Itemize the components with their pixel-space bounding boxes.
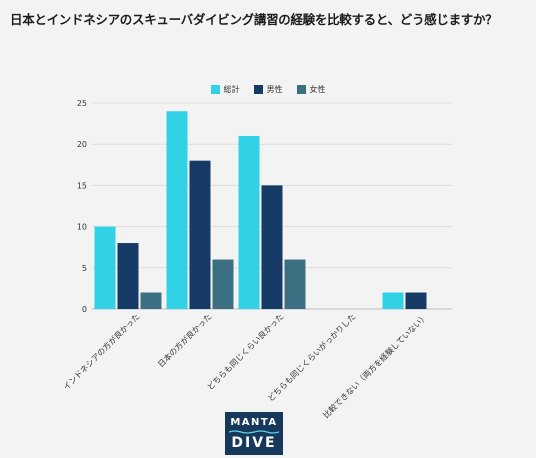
y-tick-label: 15 — [77, 181, 87, 190]
bar-total-4 — [382, 292, 404, 309]
x-category-label: どちらも同じくらいがっかりした — [265, 311, 357, 403]
legend-item-male: 男性 — [253, 84, 283, 95]
legend-label-male: 男性 — [266, 85, 283, 94]
bar-total-0 — [94, 226, 116, 309]
y-tick-label: 10 — [77, 223, 87, 232]
legend-swatch-female — [296, 85, 306, 94]
x-category-label: インドネシアの方が良かった — [61, 311, 142, 392]
logo-text-top: MANTA — [230, 416, 278, 428]
bar-male-2 — [261, 185, 283, 309]
chart-title: 日本とインドネシアのスキューバダイビング講習の経験を比較すると、どう感じますか？ — [10, 12, 498, 27]
manta-dive-logo: MANTA DIVE — [225, 412, 283, 455]
bar-total-2 — [238, 135, 260, 309]
logo-text-bottom: DIVE — [231, 434, 277, 451]
y-tick-label: 20 — [77, 140, 87, 149]
y-tick-label: 5 — [82, 264, 87, 273]
bar-total-1 — [166, 111, 188, 310]
x-category-label: 日本の方が良かった — [155, 311, 213, 369]
logo-wave-icon — [229, 429, 279, 434]
bar-female-0 — [140, 292, 162, 309]
bar-male-1 — [189, 160, 211, 309]
bar-male-0 — [117, 243, 139, 309]
bar-male-4 — [405, 292, 427, 309]
y-tick-label: 25 — [77, 99, 87, 108]
legend-swatch-total — [210, 85, 220, 94]
legend-label-total: 総計 — [223, 85, 240, 94]
chart-legend: 総計 男性 女性 — [0, 84, 536, 95]
legend-label-female: 女性 — [309, 85, 326, 94]
y-tick-label: 0 — [82, 305, 87, 314]
bar-female-1 — [212, 259, 234, 309]
bar-female-2 — [284, 259, 306, 309]
legend-item-female: 女性 — [296, 84, 326, 95]
x-category-label: どちらも同じくらい良かった — [205, 311, 286, 392]
legend-item-total: 総計 — [210, 84, 240, 95]
legend-swatch-male — [253, 85, 263, 94]
